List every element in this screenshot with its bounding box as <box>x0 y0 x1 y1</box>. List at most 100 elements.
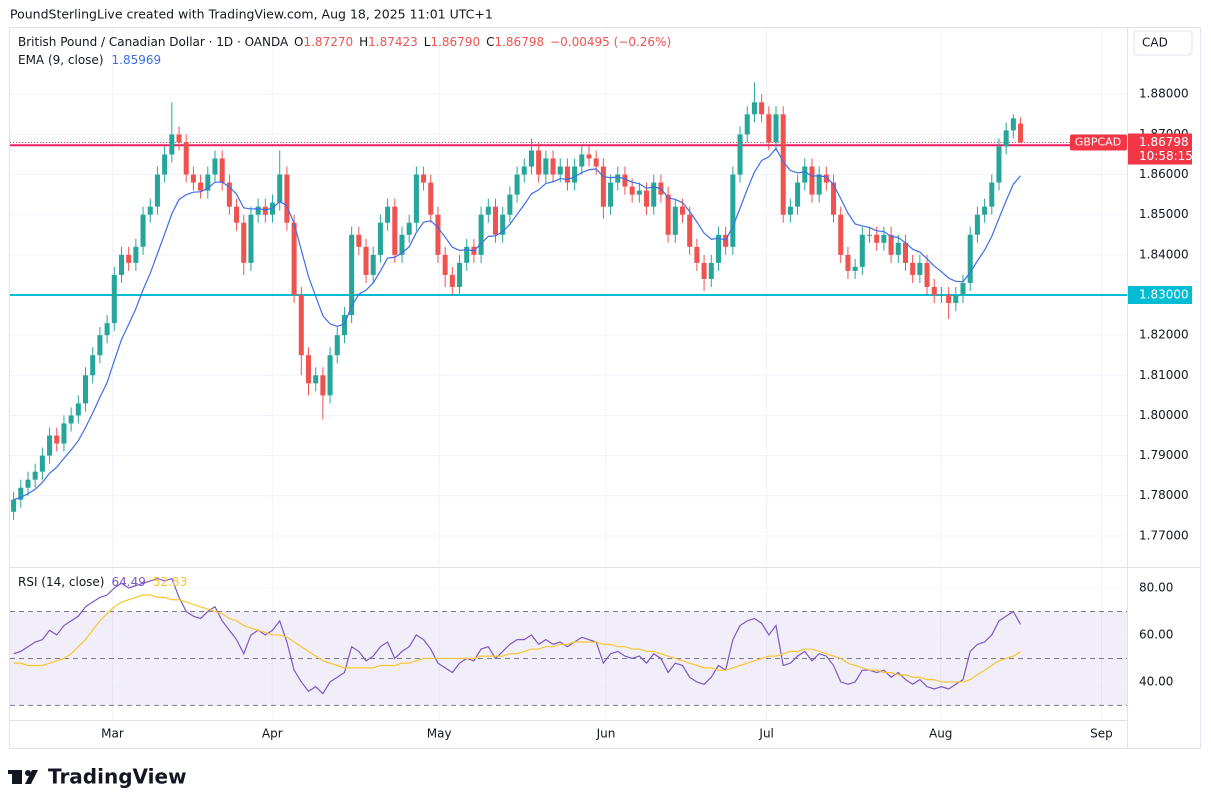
candle-body <box>852 266 858 271</box>
candle-body <box>931 286 937 295</box>
candle-body <box>47 435 53 456</box>
candle-body <box>744 114 750 135</box>
candle-body <box>564 166 570 183</box>
candle-body <box>118 254 125 275</box>
candle-body <box>212 158 218 175</box>
candle-body <box>679 206 686 215</box>
y-tick-label: 1.84000 <box>1139 247 1189 261</box>
rsi-value: 64.49 <box>111 575 145 589</box>
candle-body <box>147 206 153 215</box>
candle-body <box>54 435 60 444</box>
candle-body <box>18 487 24 500</box>
rsi-value: 52.83 <box>153 575 187 589</box>
rsi-line <box>13 594 1021 683</box>
x-tick-label: Jun <box>596 727 616 741</box>
rsi-legend: RSI (14, close) 64.49 52.83 <box>18 575 187 589</box>
candle-body <box>126 254 132 263</box>
candle-body <box>644 190 650 207</box>
candle-body <box>759 102 765 115</box>
candle-body <box>917 262 923 275</box>
candle-body <box>737 134 743 175</box>
chart-title: British Pound / Canadian Dollar · 1D · O… <box>18 35 289 49</box>
candle-body <box>25 479 31 488</box>
candle-body <box>248 214 254 263</box>
candle-body <box>701 262 707 279</box>
candle-body <box>162 154 168 175</box>
y-tick-label: 1.85000 <box>1139 207 1189 221</box>
price-tag <box>1128 133 1192 165</box>
level-label: 1.83000 <box>1139 287 1189 301</box>
y-tick-label: 60.00 <box>1139 627 1173 641</box>
candle-body <box>608 182 614 207</box>
candle-body <box>234 206 240 223</box>
symbol-label: GBPCAD <box>1075 136 1121 149</box>
candle-body <box>90 355 96 376</box>
candle-body <box>370 254 376 275</box>
candle-body <box>305 355 312 384</box>
candle-body <box>169 134 175 155</box>
candle-body <box>32 471 38 480</box>
candles <box>11 82 1024 520</box>
legend-key: C <box>486 35 494 49</box>
candle-body <box>802 166 808 183</box>
candle-body <box>694 246 700 263</box>
countdown-label: 10:58:15 <box>1139 149 1193 163</box>
candle-body <box>485 206 491 215</box>
candle-body <box>550 158 556 175</box>
candle-body <box>579 154 585 167</box>
candle-body <box>528 150 534 167</box>
candle-body <box>399 234 405 255</box>
y-tick-label: 1.80000 <box>1139 408 1189 422</box>
candle-body <box>320 375 326 396</box>
candle-body <box>298 294 304 356</box>
candle-body <box>111 274 117 324</box>
candle-body <box>183 142 189 175</box>
candle-body <box>313 375 319 384</box>
candle-body <box>226 182 232 207</box>
candle-body <box>492 206 499 235</box>
legend-value: 1.86790 <box>430 35 480 49</box>
candle-body <box>557 166 563 175</box>
candle-body <box>895 242 901 255</box>
legend-key: O <box>294 35 303 49</box>
candle-body <box>996 146 1002 183</box>
candle-body <box>385 206 391 223</box>
candle-body <box>198 182 204 191</box>
candle-body <box>176 134 182 143</box>
candle-body <box>363 246 369 275</box>
legend-key: L <box>424 35 431 49</box>
symbol-tag <box>1070 134 1127 151</box>
candle-body <box>435 214 441 255</box>
candle-body <box>723 234 729 247</box>
candle-body <box>327 355 333 396</box>
candle-body <box>205 174 211 191</box>
candle-body <box>500 214 506 235</box>
candle-body <box>406 222 412 235</box>
y-tick-label: 40.00 <box>1139 674 1173 688</box>
candle-body <box>277 174 283 203</box>
candle-body <box>687 214 693 247</box>
candle-body <box>924 262 930 287</box>
y-tick-label: 1.78000 <box>1139 488 1189 502</box>
candle-body <box>946 294 952 304</box>
indicator-name: EMA (9, close) <box>18 53 104 67</box>
candle-body <box>464 246 470 263</box>
candle-body <box>665 194 671 235</box>
candle-body <box>672 206 678 235</box>
candle-body <box>708 262 714 279</box>
logo-shape <box>8 770 20 774</box>
currency-label[interactable]: CAD <box>1142 36 1168 50</box>
currency-box[interactable] <box>1133 30 1193 56</box>
candle-body <box>780 114 786 215</box>
candle-body <box>795 182 801 207</box>
candle-body <box>291 222 297 295</box>
candle-body <box>140 214 146 247</box>
candle-body <box>751 102 757 115</box>
rsi-line <box>13 577 1022 695</box>
candle-body <box>651 182 657 207</box>
candle-body <box>816 174 822 195</box>
candle-body <box>83 375 89 404</box>
brand-logo: TradingView <box>8 765 187 789</box>
candle-body <box>615 174 621 183</box>
